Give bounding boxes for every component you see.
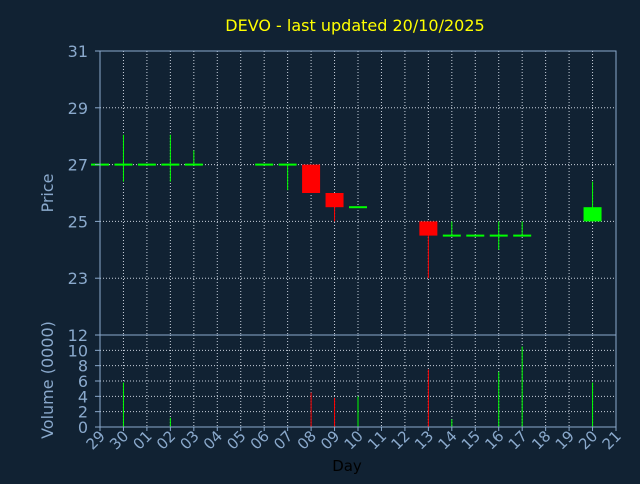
- volume-y-tick-label: 6: [78, 372, 88, 391]
- candle-body: [161, 163, 180, 166]
- candle-body: [466, 234, 485, 237]
- volume-axis-label: Volume (0000): [38, 321, 57, 439]
- day-tick-label: 14: [434, 427, 460, 453]
- candle-body: [302, 164, 321, 193]
- day-tick-label: 10: [341, 427, 367, 453]
- day-tick-label: 20: [575, 427, 601, 453]
- candle-body: [583, 207, 602, 222]
- volume-y-tick-label: 12: [68, 326, 88, 345]
- day-tick-label: 19: [552, 427, 578, 453]
- price-y-tick-label: 27: [68, 156, 88, 175]
- candle-body: [489, 234, 508, 237]
- day-tick-label: 16: [481, 427, 507, 453]
- price-axis-label: Price: [38, 173, 57, 212]
- day-tick-label: 12: [388, 427, 414, 453]
- candle-body: [325, 193, 344, 208]
- chart-title: DEVO - last updated 20/10/2025: [225, 16, 484, 35]
- day-tick-label: 11: [364, 427, 390, 453]
- volume-y-tick-label: 2: [78, 403, 88, 422]
- day-tick-label: 06: [247, 427, 273, 453]
- candle-body: [419, 221, 438, 236]
- volume-y-tick-label: 10: [68, 341, 88, 360]
- day-tick-label: 30: [106, 427, 132, 453]
- volume-y-tick-label: 8: [78, 357, 88, 376]
- candle-body: [349, 206, 367, 209]
- day-tick-label: 04: [200, 427, 226, 453]
- candle-body: [513, 234, 532, 237]
- candle-body: [278, 163, 297, 166]
- day-tick-label: 08: [294, 427, 320, 453]
- candle-body: [114, 163, 133, 166]
- candle-body: [184, 163, 203, 166]
- candle-body: [137, 163, 156, 166]
- day-tick-label: 03: [176, 427, 202, 453]
- price-y-tick-label: 31: [68, 42, 88, 61]
- day-tick-label: 18: [528, 427, 554, 453]
- candle-body: [255, 163, 274, 166]
- candle-body: [442, 234, 461, 237]
- volume-y-tick-label: 4: [78, 387, 88, 406]
- day-tick-label: 13: [411, 427, 437, 453]
- day-tick-label: 21: [599, 427, 625, 453]
- day-tick-label: 09: [317, 427, 343, 453]
- day-tick-label: 01: [130, 427, 156, 453]
- volume-y-tick-label: 0: [78, 418, 88, 437]
- day-tick-label: 15: [458, 427, 484, 453]
- price-y-tick-label: 25: [68, 212, 88, 231]
- day-tick-label: 05: [223, 427, 249, 453]
- day-tick-label: 02: [153, 427, 179, 453]
- price-y-tick-label: 29: [68, 99, 88, 118]
- day-axis-label: Day: [332, 457, 362, 475]
- day-tick-label: 07: [270, 427, 296, 453]
- day-tick-label: 17: [505, 427, 531, 453]
- price-y-tick-label: 23: [68, 269, 88, 288]
